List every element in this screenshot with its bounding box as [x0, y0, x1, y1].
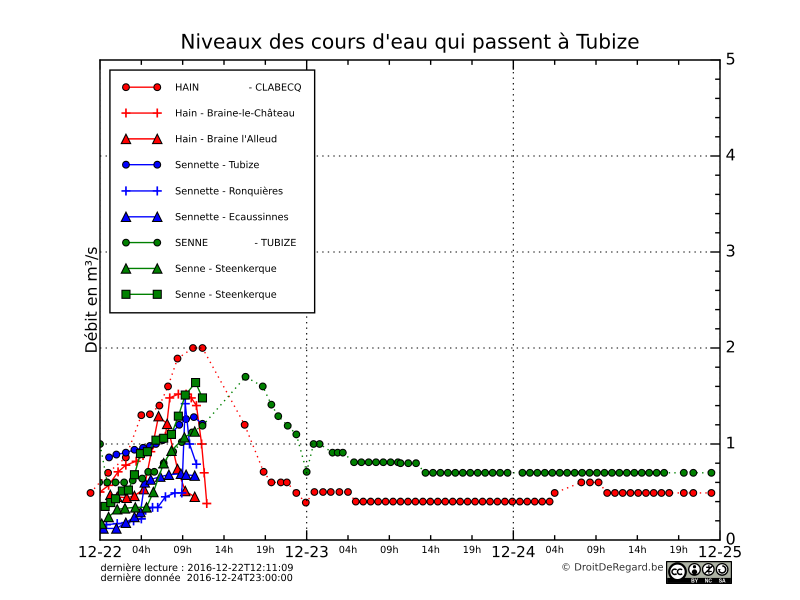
svg-text:BY: BY — [691, 579, 699, 584]
svg-text:NC: NC — [705, 579, 713, 584]
svg-text:SA: SA — [719, 579, 726, 584]
